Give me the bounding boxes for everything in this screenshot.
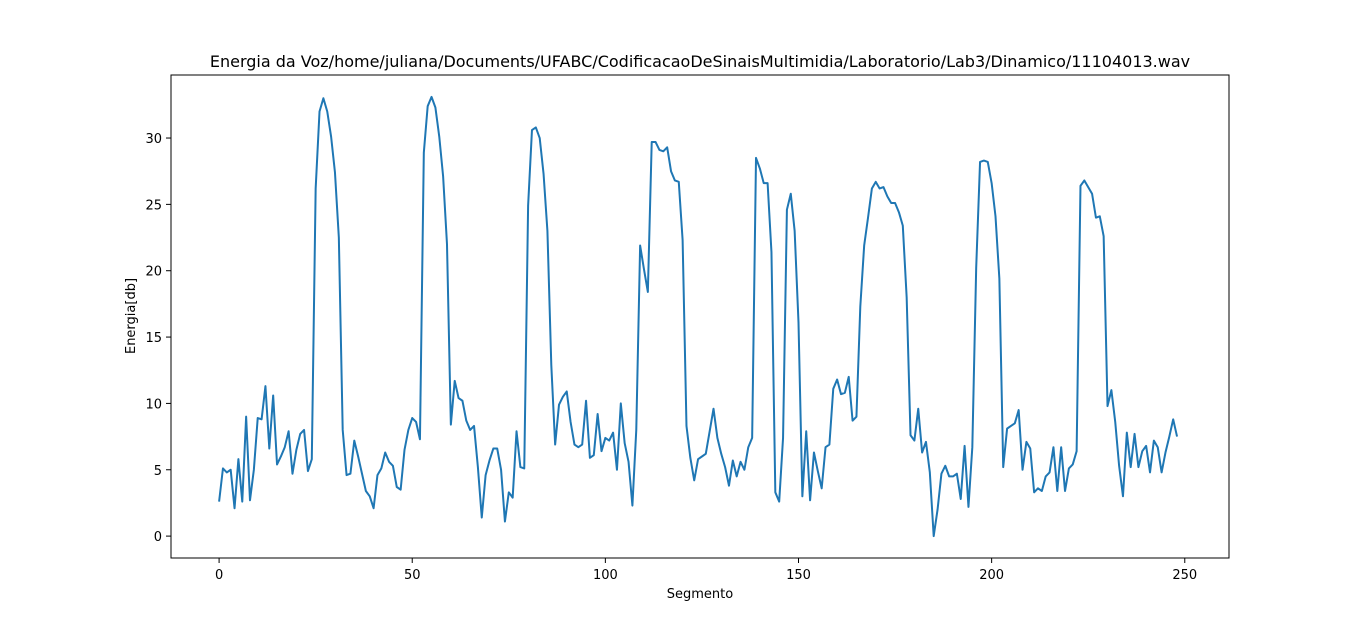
x-axis-label: Segmento xyxy=(667,587,734,602)
x-tick-label: 150 xyxy=(786,568,811,583)
y-axis-label: Energia[db] xyxy=(124,278,139,354)
y-tick-label: 5 xyxy=(154,464,162,479)
x-axis: 0 50 100 150 200 250 xyxy=(215,558,1197,583)
y-axis: 0 5 10 15 20 25 30 xyxy=(145,132,171,545)
x-tick-label: 200 xyxy=(979,568,1004,583)
y-tick-label: 25 xyxy=(145,198,162,213)
x-tick-label: 50 xyxy=(404,568,421,583)
y-tick-label: 15 xyxy=(145,331,162,346)
plot-area xyxy=(218,95,1179,538)
x-tick-label: 250 xyxy=(1172,568,1197,583)
y-tick-label: 10 xyxy=(145,397,162,412)
x-tick-label: 0 xyxy=(215,568,223,583)
x-tick-label: 100 xyxy=(593,568,618,583)
y-tick-label: 30 xyxy=(145,132,162,147)
axes-frame xyxy=(170,74,1230,559)
y-tick-label: 20 xyxy=(145,265,162,280)
chart-title: Energia da Voz/home/juliana/Documents/UF… xyxy=(210,52,1190,71)
series-line-0 xyxy=(218,95,1179,538)
y-tick-label: 0 xyxy=(154,530,162,545)
